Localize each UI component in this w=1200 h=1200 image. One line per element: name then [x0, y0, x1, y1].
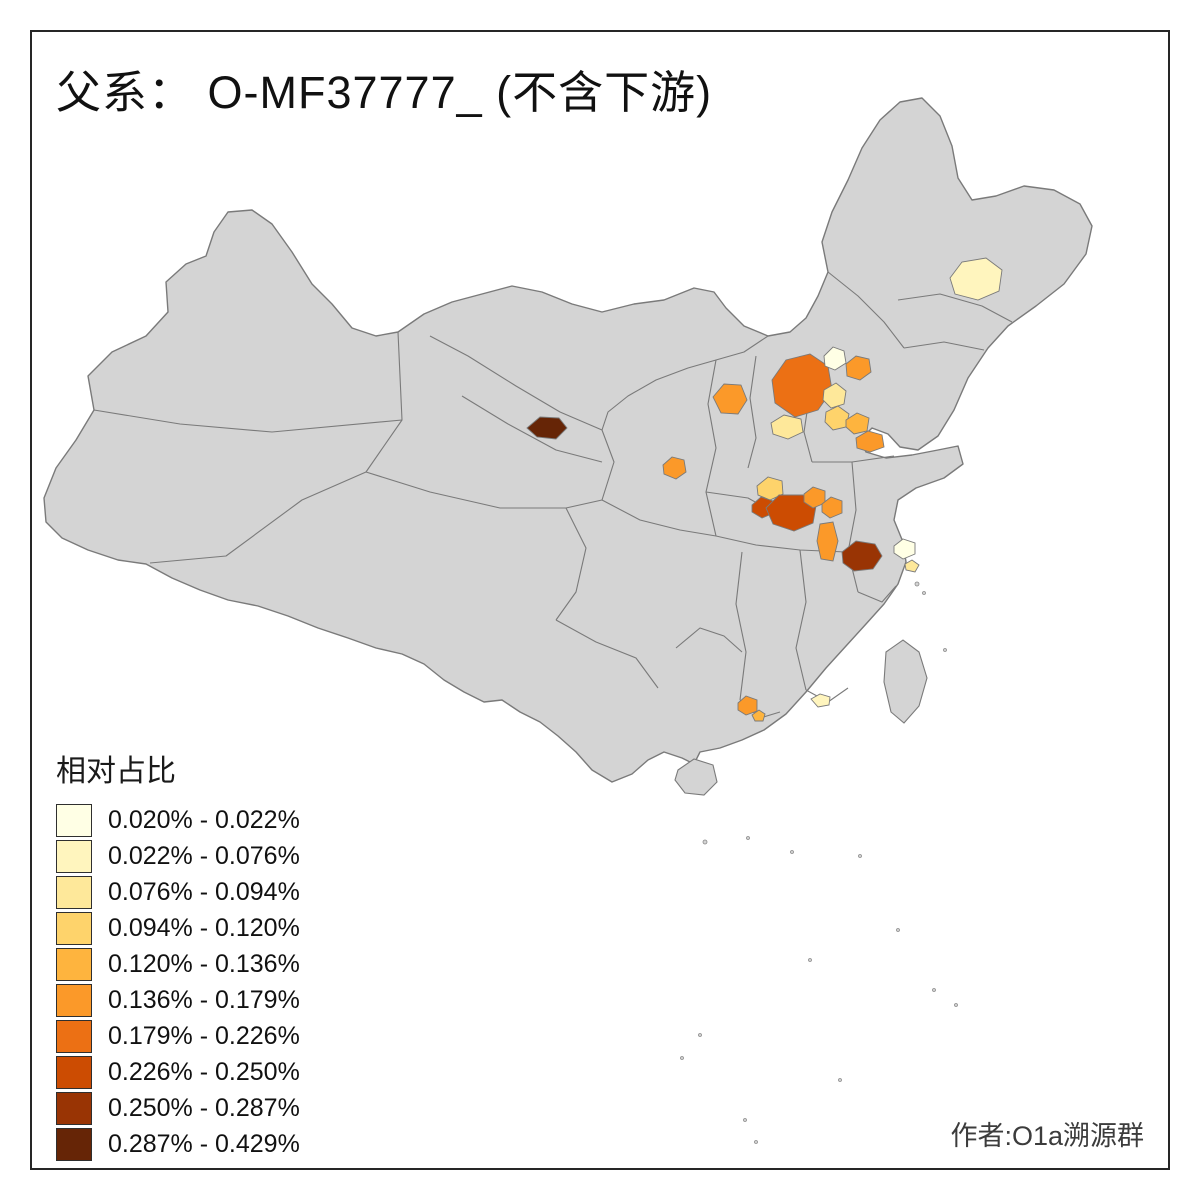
map-region-shandong-west [845, 412, 870, 435]
legend-title: 相对占比 [56, 755, 176, 788]
legend-label: 0.094% - 0.120% [108, 914, 300, 942]
legend-swatch [56, 1020, 92, 1053]
legend-label: 0.120% - 0.136% [108, 950, 300, 978]
map-region-henan-north [756, 476, 784, 501]
map-region-hebei-central [822, 382, 847, 409]
legend-item: 0.136% - 0.179% [56, 984, 300, 1017]
map-region-shanxi-south [770, 414, 804, 440]
map-region-jiangsu-coast [893, 538, 916, 560]
map-region-beijing-east [845, 355, 872, 381]
legend-swatch [56, 984, 92, 1017]
map-region-guangdong-west-small [751, 709, 766, 722]
legend-item: 0.226% - 0.250% [56, 1056, 300, 1089]
map-region-henan-central [765, 494, 817, 532]
legend-label: 0.076% - 0.094% [108, 878, 300, 906]
legend-swatch [56, 804, 92, 837]
map-region-henan-northeast [821, 496, 843, 519]
figure-title: 父系： O-MF37777_ (不含下游) [56, 67, 713, 118]
author-credit: 作者:O1a溯源群 [950, 1121, 1144, 1151]
map-region-zhejiang-island [904, 559, 920, 573]
map-region-anhui-central [841, 540, 883, 572]
legend-swatch [56, 840, 92, 873]
legend-item: 0.250% - 0.287% [56, 1092, 300, 1125]
legend-label: 0.022% - 0.076% [108, 842, 300, 870]
map-region-beijing-north [823, 346, 847, 371]
legend-item: 0.120% - 0.136% [56, 948, 300, 981]
china-mainland-shape [43, 97, 1093, 783]
small-islands [680, 581, 958, 1144]
legend-item: 0.179% - 0.226% [56, 1020, 300, 1053]
legend-item: 0.020% - 0.022% [56, 804, 300, 837]
legend-label: 0.226% - 0.250% [108, 1058, 300, 1086]
map-region-shandong-central [855, 430, 885, 453]
map-region-anhui-west-strip [816, 521, 839, 562]
map-region-guangdong-east [810, 693, 831, 708]
legend-swatch [56, 876, 92, 909]
taiwan-island [883, 639, 928, 724]
map-region-gansu-east [662, 456, 687, 480]
legend-swatch [56, 1128, 92, 1161]
legend: 相对占比 0.020% - 0.022% 0.022% - 0.076% 0.0… [56, 746, 300, 1164]
legend-label: 0.250% - 0.287% [108, 1094, 300, 1122]
legend-swatch [56, 1092, 92, 1125]
legend-label: 0.020% - 0.022% [108, 806, 300, 834]
legend-item: 0.094% - 0.120% [56, 912, 300, 945]
legend-item: 0.022% - 0.076% [56, 840, 300, 873]
province-borders [93, 271, 1013, 719]
hainan-island [674, 758, 718, 796]
legend-swatch [56, 912, 92, 945]
legend-label: 0.287% - 0.429% [108, 1130, 300, 1158]
legend-swatch [56, 1056, 92, 1089]
legend-label: 0.179% - 0.226% [108, 1022, 300, 1050]
legend-swatch [56, 948, 92, 981]
highlighted-regions [526, 257, 1003, 722]
legend-item: 0.287% - 0.429% [56, 1128, 300, 1161]
map-region-qinghai [526, 416, 568, 440]
map-region-northeast [949, 257, 1003, 301]
map-region-shanxi-north [712, 383, 748, 415]
legend-label: 0.136% - 0.179% [108, 986, 300, 1014]
legend-item: 0.076% - 0.094% [56, 876, 300, 909]
